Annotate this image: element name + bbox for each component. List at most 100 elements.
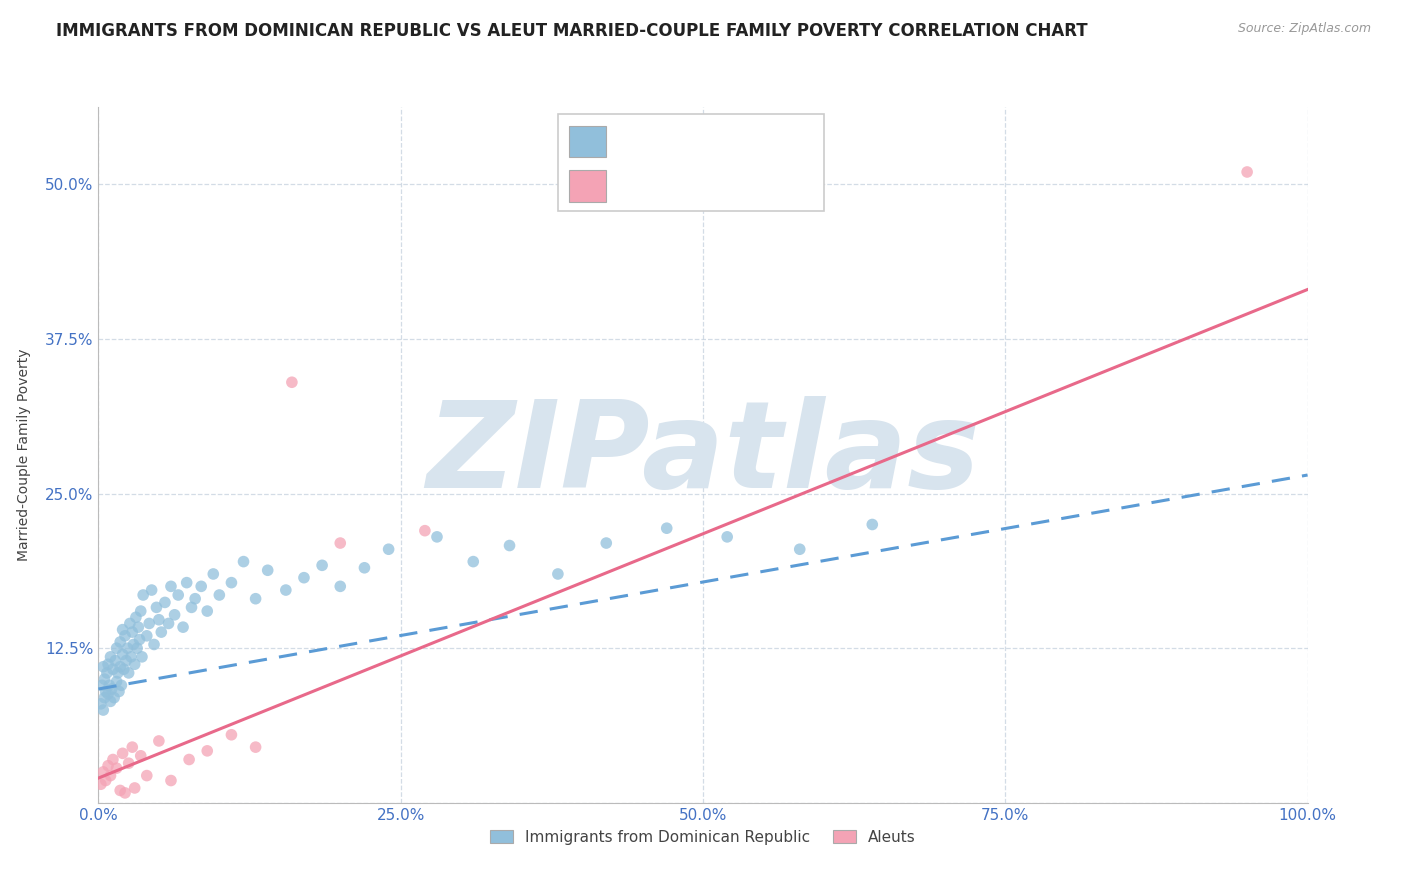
Point <box>108 635 131 649</box>
Point <box>127 641 149 656</box>
Point <box>100 649 122 664</box>
Point <box>105 674 128 689</box>
Point <box>245 740 267 755</box>
Point <box>148 734 170 748</box>
Point <box>127 620 149 634</box>
Point <box>104 654 127 668</box>
Point <box>94 773 117 788</box>
Point <box>105 641 128 656</box>
Point <box>232 555 254 569</box>
Point <box>97 687 120 701</box>
Point <box>135 629 157 643</box>
Point <box>112 662 135 676</box>
Point <box>108 783 131 797</box>
Point <box>195 604 218 618</box>
Point <box>120 649 142 664</box>
Text: IMMIGRANTS FROM DOMINICAN REPUBLIC VS ALEUT MARRIED-COUPLE FAMILY POVERTY CORREL: IMMIGRANTS FROM DOMINICAN REPUBLIC VS AL… <box>56 22 1088 40</box>
Point <box>108 684 131 698</box>
Point <box>96 665 118 680</box>
Point <box>128 632 150 647</box>
Point <box>125 610 148 624</box>
Point <box>97 758 120 772</box>
Point <box>138 616 160 631</box>
Point <box>153 595 176 609</box>
Point <box>118 756 141 771</box>
Point <box>129 748 152 763</box>
Point <box>655 521 678 535</box>
Point <box>121 740 143 755</box>
Point <box>221 728 243 742</box>
Point <box>122 638 145 652</box>
Point <box>145 600 167 615</box>
Point <box>107 665 129 680</box>
Point <box>93 672 115 686</box>
Point <box>163 607 186 622</box>
Y-axis label: Married-Couple Family Poverty: Married-Couple Family Poverty <box>17 349 31 561</box>
Point <box>111 623 134 637</box>
Point <box>160 579 183 593</box>
Point <box>91 703 114 717</box>
Point <box>90 697 112 711</box>
Point <box>101 662 124 676</box>
Point <box>292 571 315 585</box>
Point <box>208 588 231 602</box>
Point <box>202 566 225 581</box>
Point <box>353 561 375 575</box>
Point <box>195 744 218 758</box>
Point <box>311 558 333 573</box>
Point <box>117 641 139 656</box>
Point <box>716 530 738 544</box>
Point <box>103 690 125 705</box>
Point <box>221 575 243 590</box>
Point <box>108 659 131 673</box>
Point <box>329 536 352 550</box>
Point <box>172 620 194 634</box>
Text: ZIPatlas: ZIPatlas <box>426 396 980 514</box>
Point <box>129 604 152 618</box>
Point <box>143 638 166 652</box>
Point <box>274 582 297 597</box>
Point <box>100 694 122 708</box>
Point <box>100 681 122 696</box>
Text: Source: ZipAtlas.com: Source: ZipAtlas.com <box>1237 22 1371 36</box>
Point <box>157 616 180 631</box>
Point <box>118 616 141 631</box>
Point <box>132 588 155 602</box>
Point <box>256 563 278 577</box>
Point <box>377 542 399 557</box>
Point <box>91 764 114 779</box>
Point <box>131 649 153 664</box>
Point <box>281 376 304 390</box>
Point <box>160 773 183 788</box>
Point <box>463 555 485 569</box>
Point <box>121 625 143 640</box>
Point <box>94 684 117 698</box>
Point <box>97 657 120 672</box>
Point <box>90 777 112 791</box>
Legend: Immigrants from Dominican Republic, Aleuts: Immigrants from Dominican Republic, Aleu… <box>484 823 922 851</box>
Point <box>135 768 157 782</box>
Point <box>176 575 198 590</box>
Point <box>426 530 449 544</box>
Point <box>124 657 146 672</box>
Point <box>180 600 202 615</box>
Point <box>101 752 124 766</box>
Point <box>110 678 132 692</box>
Point <box>860 517 883 532</box>
Point <box>111 747 134 761</box>
Point <box>1236 165 1258 179</box>
Point <box>547 566 569 581</box>
Point <box>141 582 163 597</box>
Point <box>595 536 617 550</box>
Point <box>114 629 136 643</box>
Point <box>93 690 115 705</box>
Point <box>114 786 136 800</box>
Point <box>167 588 190 602</box>
Point <box>124 780 146 795</box>
Point <box>498 539 520 553</box>
Point <box>150 625 173 640</box>
Point <box>98 678 121 692</box>
Point <box>91 678 114 692</box>
Point <box>111 648 134 662</box>
Point <box>413 524 436 538</box>
